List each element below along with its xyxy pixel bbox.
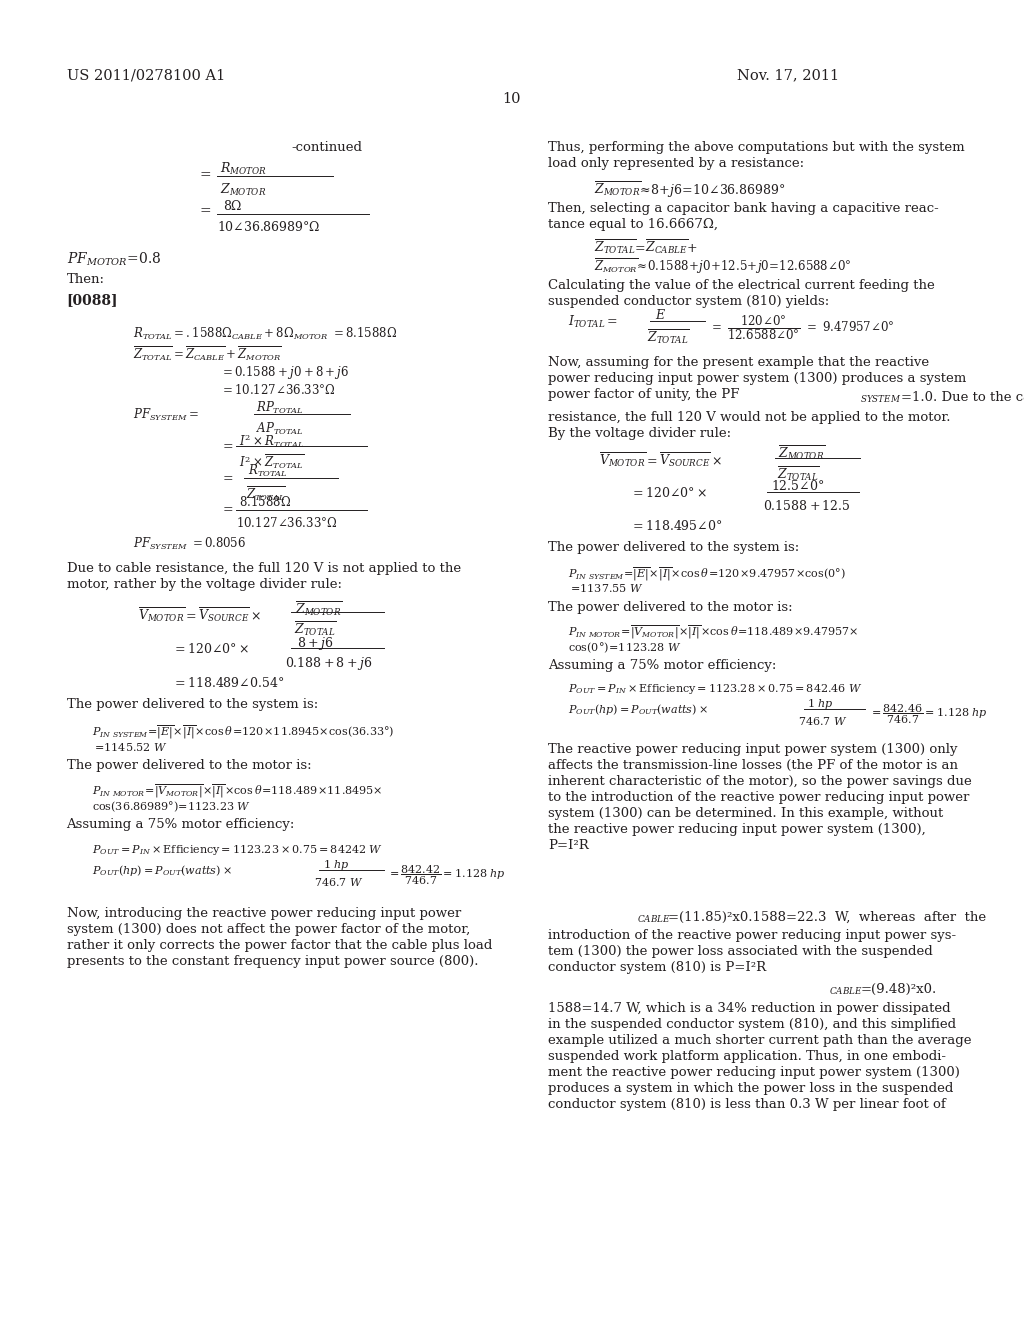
Text: [0088]: [0088] bbox=[67, 293, 118, 308]
Text: $_{CABLE}$: $_{CABLE}$ bbox=[829, 983, 863, 997]
Text: The reactive power reducing input power system (1300) only
affects the transmiss: The reactive power reducing input power … bbox=[548, 743, 972, 853]
Text: Nov. 17, 2011: Nov. 17, 2011 bbox=[737, 69, 840, 83]
Text: $P_{OUT} = P_{IN} \times \mathrm{Efficiency} = 1123.23 \times 0.75 = 84242\ W$: $P_{OUT} = P_{IN} \times \mathrm{Efficie… bbox=[92, 843, 383, 858]
Text: -continued: -continued bbox=[292, 141, 362, 154]
Text: Due to cable resistance, the full 120 V is not applied to the
motor, rather by t: Due to cable resistance, the full 120 V … bbox=[67, 562, 461, 591]
Text: $\overline{Z_{TOTAL}} = \overline{Z_{CABLE}} + \overline{Z_{MOTOR}}$: $\overline{Z_{TOTAL}} = \overline{Z_{CAB… bbox=[133, 345, 282, 363]
Text: $=\dfrac{842.46}{746.7} = 1.128\ hp$: $=\dfrac{842.46}{746.7} = 1.128\ hp$ bbox=[869, 702, 988, 726]
Text: $0.188 + 8 + j6$: $0.188 + 8 + j6$ bbox=[285, 655, 372, 672]
Text: =(9.48)²x0.: =(9.48)²x0. bbox=[860, 983, 936, 997]
Text: $P_{IN\ SYSTEM}\!=\!\overline{|E|}\!\times\!\overline{|I|}\!\times\!\cos\theta\!: $P_{IN\ SYSTEM}\!=\!\overline{|E|}\!\tim… bbox=[568, 565, 846, 582]
Text: Assuming a 75% motor efficiency:: Assuming a 75% motor efficiency: bbox=[67, 818, 295, 832]
Text: Then, selecting a capacitor bank having a capacitive reac-
tance equal to 16.666: Then, selecting a capacitor bank having … bbox=[548, 202, 939, 231]
Text: =(11.85)²x0.1588=22.3  W,  whereas  after  the: =(11.85)²x0.1588=22.3 W, whereas after t… bbox=[668, 911, 986, 924]
Text: $= 0.1588 + j0 + 8 + j6$: $= 0.1588 + j0 + 8 + j6$ bbox=[220, 364, 349, 381]
Text: $=\!1145.52\ W$: $=\!1145.52\ W$ bbox=[92, 741, 168, 752]
Text: Thus, performing the above computations but with the system
load only represente: Thus, performing the above computations … bbox=[548, 141, 965, 170]
Text: $\overline{Z_{TOTAL}}$: $\overline{Z_{TOTAL}}$ bbox=[294, 619, 336, 638]
Text: $RP_{TOTAL}$: $RP_{TOTAL}$ bbox=[256, 400, 303, 416]
Text: $=\dfrac{842.42}{746.7} = 1.128\ hp$: $=\dfrac{842.42}{746.7} = 1.128\ hp$ bbox=[387, 863, 506, 887]
Text: $10\angle 36.86989°\Omega$: $10\angle 36.86989°\Omega$ bbox=[217, 220, 321, 235]
Text: resistance, the full 120 V would not be applied to the motor.
By the voltage div: resistance, the full 120 V would not be … bbox=[548, 411, 950, 440]
Text: $0.1588 + 12.5$: $0.1588 + 12.5$ bbox=[763, 499, 851, 513]
Text: $R_{TOTAL}$: $R_{TOTAL}$ bbox=[248, 463, 288, 479]
Text: =: = bbox=[200, 168, 211, 182]
Text: The power delivered to the motor is:: The power delivered to the motor is: bbox=[67, 759, 311, 772]
Text: $=\!1137.55\ W$: $=\!1137.55\ W$ bbox=[568, 582, 644, 594]
Text: $R_{MOTOR}$: $R_{MOTOR}$ bbox=[220, 161, 267, 177]
Text: 10: 10 bbox=[503, 92, 521, 107]
Text: $8\Omega$: $8\Omega$ bbox=[223, 199, 243, 214]
Text: Assuming a 75% motor efficiency:: Assuming a 75% motor efficiency: bbox=[548, 659, 776, 672]
Text: The power delivered to the system is:: The power delivered to the system is: bbox=[67, 698, 317, 711]
Text: $1\ hp$: $1\ hp$ bbox=[323, 858, 349, 873]
Text: $= 118.489\angle 0.54°$: $= 118.489\angle 0.54°$ bbox=[172, 676, 285, 690]
Text: $P_{IN\ MOTOR}\!=\!\overline{|V_{MOTOR}|}\!\times\!\overline{|I|}\!\times\!\cos\: $P_{IN\ MOTOR}\!=\!\overline{|V_{MOTOR}|… bbox=[92, 783, 383, 800]
Text: $PF_{SYSTEM}\ = 0.8056$: $PF_{SYSTEM}\ = 0.8056$ bbox=[133, 536, 247, 552]
Text: $Z_{MOTOR}$: $Z_{MOTOR}$ bbox=[220, 182, 266, 198]
Text: $P_{OUT} = P_{IN} \times \mathrm{Efficiency} = 1123.28 \times 0.75 = 842.46\ W$: $P_{OUT} = P_{IN} \times \mathrm{Efficie… bbox=[568, 682, 863, 697]
Text: $I_{TOTAL} = $: $I_{TOTAL} = $ bbox=[568, 314, 618, 330]
Text: $R_{TOTAL} = .1588\Omega_{CABLE} + 8\Omega_{MOTOR}\ = 8.1588\Omega$: $R_{TOTAL} = .1588\Omega_{CABLE} + 8\Ome… bbox=[133, 326, 397, 342]
Text: $1\ hp$: $1\ hp$ bbox=[807, 697, 834, 711]
Text: $\overline{V_{MOTOR}} = \overline{V_{SOURCE}} \times$: $\overline{V_{MOTOR}} = \overline{V_{SOU… bbox=[138, 606, 261, 624]
Text: $12.5\angle 0°$: $12.5\angle 0°$ bbox=[771, 479, 824, 494]
Text: $PF_{SYSTEM} = $: $PF_{SYSTEM} = $ bbox=[133, 407, 199, 422]
Text: $P_{OUT}(hp) = P_{OUT}(watts) \times$: $P_{OUT}(hp) = P_{OUT}(watts) \times$ bbox=[568, 702, 709, 717]
Text: $P_{OUT}(hp) = P_{OUT}(watts) \times$: $P_{OUT}(hp) = P_{OUT}(watts) \times$ bbox=[92, 863, 232, 878]
Text: $\overline{Z_{TOTAL}}$: $\overline{Z_{TOTAL}}$ bbox=[246, 484, 286, 503]
Text: $=$: $=$ bbox=[220, 438, 233, 451]
Text: $\cos(36.86989°)\!=\!1123.23\ W$: $\cos(36.86989°)\!=\!1123.23\ W$ bbox=[92, 800, 251, 814]
Text: Then:: Then: bbox=[67, 273, 104, 286]
Text: $_{CABLE}$: $_{CABLE}$ bbox=[637, 911, 671, 924]
Text: $= 120\angle 0° \times$: $= 120\angle 0° \times$ bbox=[172, 642, 249, 656]
Text: $I^2 \times \overline{Z_{TOTAL}}$: $I^2 \times \overline{Z_{TOTAL}}$ bbox=[239, 453, 304, 471]
Text: The power delivered to the system is:: The power delivered to the system is: bbox=[548, 541, 799, 554]
Text: $746.7\ W$: $746.7\ W$ bbox=[798, 715, 847, 727]
Text: $\overline{Z_{MOTOR}}$: $\overline{Z_{MOTOR}}$ bbox=[778, 444, 825, 462]
Text: $746.7\ W$: $746.7\ W$ bbox=[314, 876, 364, 888]
Text: $\overline{V_{MOTOR}} = \overline{V_{SOURCE}} \times$: $\overline{V_{MOTOR}} = \overline{V_{SOU… bbox=[599, 450, 722, 469]
Text: $I^2 \times R_{TOTAL}$: $I^2 \times R_{TOTAL}$ bbox=[239, 432, 304, 450]
Text: $10.127\angle 36.33°\Omega$: $10.127\angle 36.33°\Omega$ bbox=[236, 516, 337, 531]
Text: $=$: $=$ bbox=[220, 470, 233, 483]
Text: $P_{IN\ MOTOR}\!=\!\overline{|V_{MOTOR}|}\!\times\!\overline{|I|}\!\times\!\cos\: $P_{IN\ MOTOR}\!=\!\overline{|V_{MOTOR}|… bbox=[568, 623, 859, 640]
Text: $\overline{Z_{TOTAL}}\!=\!\overline{Z_{CABLE}}\!+$: $\overline{Z_{TOTAL}}\!=\!\overline{Z_{C… bbox=[594, 238, 697, 256]
Text: The power delivered to the motor is:: The power delivered to the motor is: bbox=[548, 601, 793, 614]
Text: $\overline{Z_{MOTOR}}\!\approx\!0.1588\!+\!j0\!+\!12.5\!+\!j0\!=\!12.6588\angle : $\overline{Z_{MOTOR}}\!\approx\!0.1588\!… bbox=[594, 256, 851, 276]
Text: $\overline{Z_{MOTOR}}\!\approx\!8\!+\!j6\!=\!10\angle 36.86989°$: $\overline{Z_{MOTOR}}\!\approx\!8\!+\!j6… bbox=[594, 180, 785, 199]
Text: $\overline{Z_{TOTAL}}$: $\overline{Z_{TOTAL}}$ bbox=[647, 327, 689, 346]
Text: $\overline{Z_{MOTOR}}$: $\overline{Z_{MOTOR}}$ bbox=[295, 599, 342, 618]
Text: $AP_{TOTAL}$: $AP_{TOTAL}$ bbox=[256, 421, 304, 437]
Text: $8 + j6$: $8 + j6$ bbox=[297, 635, 333, 652]
Text: Calculating the value of the electrical current feeding the
suspended conductor : Calculating the value of the electrical … bbox=[548, 279, 935, 308]
Text: $P_{IN\ SYSTEM}\!=\!\overline{|E|}\!\times\!\overline{|I|}\!\times\!\cos\theta\!: $P_{IN\ SYSTEM}\!=\!\overline{|E|}\!\tim… bbox=[92, 723, 394, 741]
Text: $= 118.495\angle 0°$: $= 118.495\angle 0°$ bbox=[630, 519, 722, 533]
Text: Now, assuming for the present example that the reactive
power reducing input pow: Now, assuming for the present example th… bbox=[548, 356, 966, 401]
Text: $_{SYSTEM}$: $_{SYSTEM}$ bbox=[860, 391, 901, 404]
Text: $=$: $=$ bbox=[220, 502, 233, 515]
Text: $= 10.127\angle 36.33°\Omega$: $= 10.127\angle 36.33°\Omega$ bbox=[220, 383, 336, 397]
Text: $E$: $E$ bbox=[655, 308, 667, 322]
Text: US 2011/0278100 A1: US 2011/0278100 A1 bbox=[67, 69, 225, 83]
Text: $\cos(0°)\!=\!1123.28\ W$: $\cos(0°)\!=\!1123.28\ W$ bbox=[568, 640, 682, 655]
Text: $\overline{Z_{TOTAL}}$: $\overline{Z_{TOTAL}}$ bbox=[777, 465, 819, 483]
Text: 1588=14.7 W, which is a 34% reduction in power dissipated
in the suspended condu: 1588=14.7 W, which is a 34% reduction in… bbox=[548, 1002, 972, 1111]
Text: $8.1588\Omega$: $8.1588\Omega$ bbox=[239, 495, 291, 510]
Text: $= 120\angle 0° \times$: $= 120\angle 0° \times$ bbox=[630, 486, 707, 500]
Text: =1.0. Due to the cable: =1.0. Due to the cable bbox=[901, 391, 1024, 404]
Text: =: = bbox=[200, 205, 211, 219]
Text: Now, introducing the reactive power reducing input power
system (1300) does not : Now, introducing the reactive power redu… bbox=[67, 907, 492, 968]
Text: $PF_{MOTOR}\!=\!0.8$: $PF_{MOTOR}\!=\!0.8$ bbox=[67, 251, 161, 268]
Text: $=\ \dfrac{120\angle 0°}{12.6588\angle 0°}\ =\ 9.47957\angle 0°$: $=\ \dfrac{120\angle 0°}{12.6588\angle 0… bbox=[709, 314, 894, 342]
Text: introduction of the reactive power reducing input power sys-
tem (1300) the powe: introduction of the reactive power reduc… bbox=[548, 929, 956, 974]
